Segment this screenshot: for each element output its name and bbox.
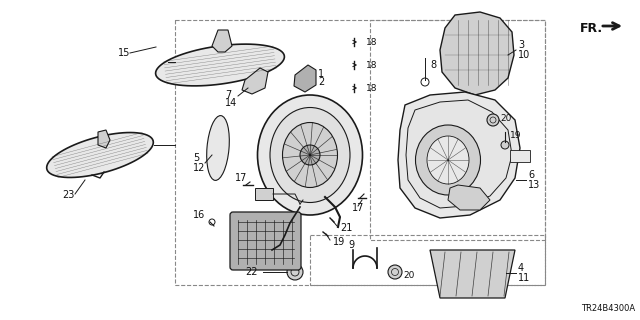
Text: 17: 17: [235, 173, 248, 183]
Polygon shape: [242, 68, 268, 94]
Polygon shape: [406, 100, 512, 208]
Text: 6: 6: [528, 170, 534, 180]
Text: 23: 23: [62, 190, 74, 200]
Text: 18: 18: [366, 37, 378, 46]
Polygon shape: [440, 12, 514, 95]
Polygon shape: [47, 132, 154, 178]
FancyBboxPatch shape: [230, 212, 301, 270]
Circle shape: [300, 145, 320, 165]
Polygon shape: [212, 30, 232, 52]
Polygon shape: [398, 92, 520, 218]
Text: 15: 15: [118, 48, 131, 58]
Text: 20: 20: [500, 114, 511, 123]
Text: 18: 18: [366, 84, 378, 92]
Text: 17: 17: [352, 203, 364, 213]
Text: 3: 3: [518, 40, 524, 50]
Ellipse shape: [427, 136, 469, 184]
Circle shape: [388, 265, 402, 279]
Text: 13: 13: [528, 180, 540, 190]
Ellipse shape: [257, 95, 362, 215]
Polygon shape: [430, 250, 515, 298]
Text: TR24B4300A: TR24B4300A: [581, 304, 635, 313]
Text: 9: 9: [348, 240, 354, 250]
Polygon shape: [448, 185, 490, 210]
Circle shape: [487, 114, 499, 126]
Bar: [310, 235, 545, 285]
Polygon shape: [156, 44, 284, 86]
Polygon shape: [294, 65, 316, 92]
Ellipse shape: [270, 108, 350, 203]
Polygon shape: [98, 130, 110, 148]
Text: 22: 22: [246, 267, 258, 277]
Text: 4: 4: [518, 263, 524, 273]
Text: 19: 19: [333, 237, 345, 247]
Text: 2: 2: [318, 77, 324, 87]
Text: 11: 11: [518, 273, 531, 283]
Text: 19: 19: [510, 131, 522, 140]
Ellipse shape: [415, 125, 481, 195]
Text: 12: 12: [193, 163, 205, 173]
Bar: [255, 188, 273, 200]
Text: 18: 18: [366, 60, 378, 69]
Bar: [370, 20, 545, 240]
Text: 8: 8: [430, 60, 436, 70]
Ellipse shape: [282, 123, 337, 188]
Text: 14: 14: [225, 98, 237, 108]
Text: FR.: FR.: [580, 22, 603, 35]
Ellipse shape: [207, 116, 229, 180]
Circle shape: [501, 141, 509, 149]
Text: 1: 1: [318, 69, 324, 79]
Text: 7: 7: [225, 90, 231, 100]
Text: 16: 16: [193, 210, 205, 220]
Text: 5: 5: [193, 153, 199, 163]
Bar: [510, 150, 530, 162]
Circle shape: [287, 264, 303, 280]
Bar: [175, 20, 545, 285]
Text: 21: 21: [340, 223, 353, 233]
Text: 20: 20: [403, 270, 414, 279]
Text: 10: 10: [518, 50, 531, 60]
Polygon shape: [253, 233, 270, 250]
